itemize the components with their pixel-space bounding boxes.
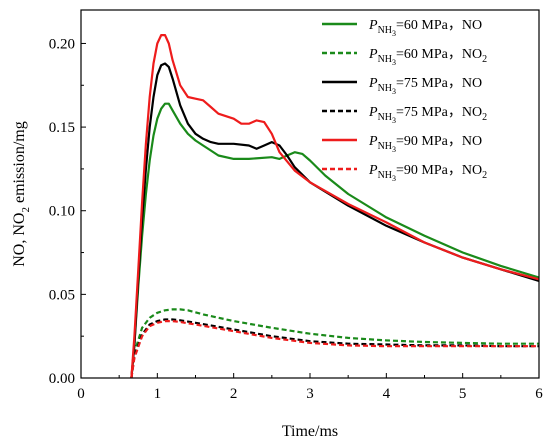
series-line-3: [130, 318, 539, 379]
series-line-1: [130, 308, 539, 379]
legend-label-part: NH: [378, 25, 392, 36]
legend-label-part: P: [368, 134, 378, 149]
legend-label-part: P: [368, 18, 378, 33]
legend-label-part: NH: [378, 141, 392, 152]
y-tick-label: 0.10: [49, 204, 75, 220]
legend-label-part: P: [368, 47, 378, 62]
legend-label-part: =75 MPa，NO: [396, 76, 482, 91]
x-tick-label: 5: [459, 386, 467, 402]
y-axis-title: NO, NO2 emission/mg: [11, 121, 32, 267]
legend-label-part: P: [368, 163, 378, 178]
legend-label-part: 3: [392, 145, 396, 154]
y-axis-title-part-b: emission/mg: [11, 121, 28, 207]
y-tick-label: 0.15: [49, 120, 75, 136]
legend-label-part: =90 MPa，NO: [396, 163, 482, 178]
x-tick-label: 0: [77, 386, 85, 402]
legend-label-1: PNH3=60 MPa，NO2: [368, 47, 487, 67]
legend-label-part: 2: [482, 170, 487, 181]
legend-label-part: 2: [482, 112, 487, 123]
legend-label-part: 3: [392, 58, 396, 67]
axis-ticks: 0 1 2 3 4 5 6 0.00 0.05 0.10 0.15 0.20: [49, 36, 544, 402]
x-axis-title: Time/ms: [282, 423, 338, 440]
y-axis-title-part-a: NO, NO: [11, 213, 28, 267]
legend-label-part: =90 MPa，NO: [396, 134, 482, 149]
legend-label-4: PNH3=90 MPa，NO: [368, 134, 482, 154]
x-tick-label: 2: [230, 386, 238, 402]
legend-label-part: NH: [378, 170, 392, 181]
legend-label-part: =60 MPa，NO: [396, 47, 482, 62]
series-line-5: [130, 320, 539, 379]
legend-label-part: 3: [392, 174, 396, 183]
y-tick-label: 0.20: [49, 36, 75, 52]
y-axis-title-sub: 2: [20, 207, 32, 213]
legend-label-part: P: [368, 105, 378, 120]
legend-label-part: =75 MPa，NO: [396, 105, 482, 120]
legend-label-3: PNH3=75 MPa，NO2: [368, 105, 487, 125]
legend-label-5: PNH3=90 MPa，NO2: [368, 163, 487, 183]
legend-label-part: 3: [392, 116, 396, 125]
x-tick-label: 3: [306, 386, 314, 402]
plot-frame: [80, 9, 540, 379]
legend-label-part: NH: [378, 54, 392, 65]
legend-label-part: =60 MPa，NO: [396, 18, 482, 33]
legend-label-part: 3: [392, 29, 396, 38]
y-tick-label: 0.00: [49, 371, 75, 387]
y-tick-label: 0.05: [49, 287, 75, 303]
legend-label-part: 3: [392, 87, 396, 96]
legend-label-part: NH: [378, 83, 392, 94]
series-line-4: [130, 34, 540, 379]
legend-label-part: P: [368, 76, 378, 91]
x-tick-label: 4: [383, 386, 391, 402]
legend-label-part: NH: [378, 112, 392, 123]
series-line-0: [130, 102, 540, 379]
legend-label-2: PNH3=75 MPa，NO: [368, 76, 482, 96]
x-tick-label: 1: [154, 386, 162, 402]
legend-label-0: PNH3=60 MPa，NO: [368, 18, 482, 38]
series-lines: [130, 34, 540, 379]
legend-label-part: 2: [482, 54, 487, 65]
x-tick-label: 6: [535, 386, 543, 402]
